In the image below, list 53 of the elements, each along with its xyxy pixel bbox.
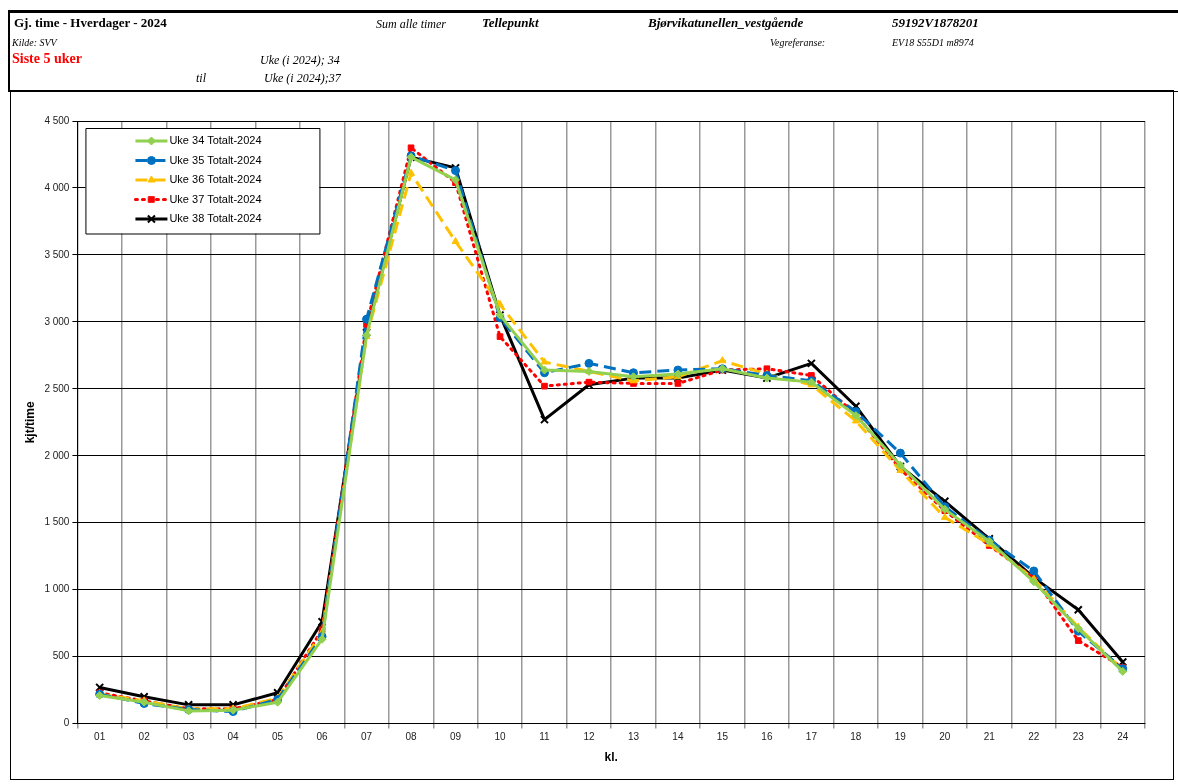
text: Bjørvikatunellen_vestgående: [648, 15, 804, 31]
x-tick-label: 24: [1117, 731, 1129, 743]
text: Siste 5 uker: [12, 51, 82, 67]
text: Uke (i 2024); 34: [260, 53, 340, 68]
x-axis-title: kl.: [604, 750, 618, 765]
y-tick-label: 4 000: [44, 181, 70, 193]
y-tick-label: 2 000: [44, 449, 70, 461]
x-tick-label: 19: [894, 731, 907, 743]
x-tick-label: 15: [716, 731, 729, 743]
x-tick-label: 17: [805, 731, 818, 743]
text: EV18 S55D1 m8974: [892, 37, 974, 48]
text: Vegreferanse:: [770, 37, 826, 48]
text: Kilde: SVV: [12, 37, 57, 48]
chart-title: Gj. time - Hverdager - 2024: [14, 15, 167, 31]
x-tick-label: 14: [672, 731, 684, 743]
y-tick-label: 1 000: [44, 583, 70, 595]
x-tick-label: 12: [583, 731, 595, 743]
x-tick-label: 06: [316, 731, 329, 743]
x-tick-label: 23: [1072, 731, 1085, 743]
x-tick-label: 01: [94, 731, 106, 743]
x-tick-label: 10: [494, 731, 507, 743]
x-tick-label: 11: [539, 731, 551, 743]
x-tick-label: 03: [183, 731, 195, 743]
x-tick-label: 08: [405, 731, 418, 743]
legend-label: Uke 36 Totalt-2024: [169, 173, 262, 186]
text: Tellepunkt: [482, 15, 539, 31]
y-tick-label: 500: [52, 650, 70, 662]
text: til: [196, 71, 207, 86]
y-tick-label: 3 500: [44, 248, 70, 260]
y-tick-label: 4 500: [44, 114, 70, 126]
x-tick-label: 20: [939, 731, 951, 743]
x-tick-label: 18: [850, 731, 862, 743]
y-tick-label: 3 000: [44, 315, 70, 327]
legend-label: Uke 35 Totalt-2024: [169, 153, 262, 166]
x-tick-label: 16: [761, 731, 773, 743]
text: 59192V1878201: [892, 15, 979, 31]
x-tick-label: 21: [983, 731, 996, 743]
x-tick-label: 09: [449, 731, 462, 743]
legend-label: Uke 37 Totalt-2024: [169, 192, 262, 205]
y-axis-title: kjt/time: [22, 400, 37, 444]
y-tick-label: 2 500: [44, 382, 70, 394]
y-tick-label: 0: [63, 717, 70, 729]
legend-label: Uke 38 Totalt-2024: [169, 212, 262, 225]
x-tick-label: 07: [361, 731, 373, 743]
text: Sum alle timer: [376, 17, 446, 32]
x-tick-label: 04: [227, 731, 240, 743]
y-tick-label: 1 500: [44, 516, 70, 528]
x-tick-label: 22: [1028, 731, 1040, 743]
legend-label: Uke 34 Totalt-2024: [169, 134, 262, 147]
x-tick-label: 02: [138, 731, 151, 743]
text: Uke (i 2024);37: [264, 71, 341, 86]
x-tick-label: 13: [627, 731, 640, 743]
x-tick-label: 05: [272, 731, 284, 743]
